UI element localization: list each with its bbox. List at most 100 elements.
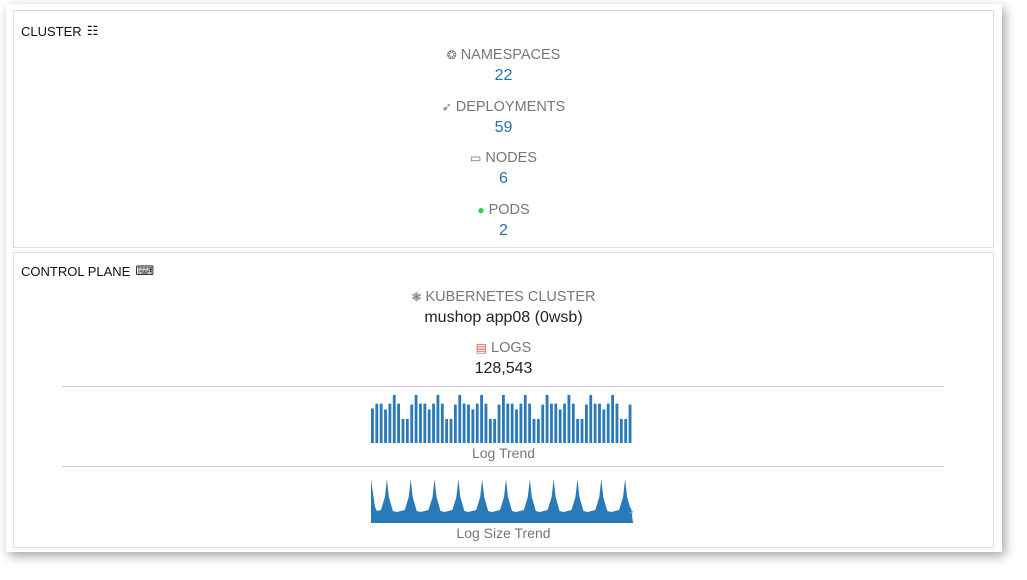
log-trend-bar — [624, 419, 628, 443]
deployments-value[interactable]: 59 — [494, 119, 513, 136]
log-trend-bar — [414, 395, 418, 443]
log-trend-bar — [545, 395, 549, 443]
dashboard-frame: CLUSTER ☷ ❂ NAMESPACES 22 ➶ DEPLOYMENTS 59 … — [6, 4, 1002, 552]
log-trend-bar — [445, 419, 449, 443]
logs-stat: ▤ LOGS 128,543 — [14, 340, 993, 378]
cluster-icon: ❃ — [411, 290, 422, 304]
log-trend-bar — [532, 419, 536, 443]
log-trend-bar — [589, 395, 593, 443]
logs-label: LOGS — [491, 340, 532, 356]
log-trend-caption: Log Trend — [471, 445, 536, 461]
log-size-area — [371, 479, 633, 523]
log-trend-bar — [453, 404, 457, 443]
control-plane-title: CONTROL PLANE ⌨ — [21, 263, 154, 279]
log-trend-bar — [471, 409, 475, 443]
log-trend-bar — [571, 403, 575, 443]
log-trend-bar — [449, 419, 453, 443]
kubernetes-cluster-label: KUBERNETES CLUSTER — [425, 289, 596, 305]
log-trend-bar — [528, 403, 532, 443]
nodes-stat: ▭ NODES 6 — [14, 150, 993, 188]
log-trend-bar — [550, 403, 553, 443]
log-trend-bar — [462, 403, 466, 443]
log-trend-bar — [580, 419, 584, 443]
log-trend-bar — [401, 419, 405, 443]
log-trend-bar — [502, 395, 505, 443]
log-trend-bar — [388, 403, 392, 443]
log-trend-bar — [611, 395, 615, 443]
log-trend-bar — [615, 403, 619, 443]
rocket-icon: ➶ — [441, 100, 452, 114]
log-trend-bar — [628, 404, 632, 443]
log-trend-bar — [432, 403, 435, 443]
log-trend-bar — [436, 395, 440, 443]
log-trend-bar — [598, 403, 601, 443]
pods-value[interactable]: 2 — [499, 222, 508, 239]
cog-cluster-icon: ❂ — [446, 48, 457, 62]
log-trend-bar — [488, 419, 492, 443]
namespaces-value[interactable]: 22 — [494, 67, 513, 84]
control-plane-panel: CONTROL PLANE ⌨ ❃ KUBERNETES CLUSTER musho… — [13, 252, 994, 548]
log-size-trend-caption: Log Size Trend — [456, 525, 551, 541]
log-trend-bar — [593, 403, 597, 443]
log-trend-chart[interactable] — [371, 393, 633, 443]
cluster-title-text: CLUSTER — [21, 23, 82, 39]
log-trend-bar — [371, 408, 374, 443]
log-trend-bar — [405, 419, 409, 443]
log-trend-bar — [567, 395, 571, 443]
cluster-title: CLUSTER ☷ — [21, 23, 98, 39]
log-trend-bar — [419, 403, 422, 443]
check-circle-icon: ● — [477, 203, 485, 217]
nodes-value[interactable]: 6 — [499, 170, 508, 187]
cluster-panel: CLUSTER ☷ ❂ NAMESPACES 22 ➶ DEPLOYMENTS 59 … — [13, 10, 994, 248]
logs-icon: ▤ — [475, 341, 488, 355]
log-trend-bar — [541, 404, 545, 443]
log-trend-bar — [493, 419, 497, 443]
log-trend-bar — [397, 403, 401, 443]
log-trend-bar — [484, 403, 488, 443]
log-trend-bar — [375, 403, 379, 443]
log-size-trend-chart[interactable] — [371, 477, 633, 523]
log-trend-bar — [410, 404, 414, 443]
log-trend-bar — [510, 403, 514, 443]
deployments-label: DEPLOYMENTS — [455, 99, 566, 115]
log-trend-bar — [558, 409, 562, 443]
kubernetes-cluster-value[interactable]: mushop app08 (0wsb) — [424, 309, 583, 326]
log-trend-bar — [584, 404, 588, 443]
namespaces-stat: ❂ NAMESPACES 22 — [14, 47, 993, 85]
log-trend-bar — [576, 419, 580, 443]
laptop-icon: ▭ — [470, 151, 482, 165]
log-trend-bar — [427, 409, 431, 443]
log-trend-bar — [480, 395, 484, 443]
log-trend-bar — [536, 419, 540, 443]
kubernetes-cluster-stat: ❃ KUBERNETES CLUSTER mushop app08 (0wsb) — [14, 289, 993, 327]
log-trend-bar — [392, 395, 396, 443]
gamepad-icon: ⌨ — [135, 263, 155, 278]
log-trend-bar — [523, 395, 527, 443]
logs-value[interactable]: 128,543 — [474, 360, 533, 377]
log-trend-bar — [423, 403, 427, 443]
log-trend-bar — [519, 403, 523, 443]
nodes-label: NODES — [485, 150, 537, 166]
log-trend-bar — [379, 403, 383, 443]
namespaces-label: NAMESPACES — [460, 47, 561, 63]
sitemap-icon: ☷ — [86, 23, 99, 38]
log-trend-bar — [497, 404, 501, 443]
pods-stat: ● PODS 2 — [14, 202, 993, 240]
log-trend-bar — [440, 403, 444, 443]
pods-label: PODS — [488, 202, 530, 218]
log-trend-bar — [467, 404, 470, 443]
log-trend-bar — [506, 403, 510, 443]
control-plane-title-text: CONTROL PLANE — [21, 263, 131, 279]
log-trend-bar — [554, 403, 558, 443]
log-trend-bar — [384, 409, 387, 443]
log-trend-bar — [602, 409, 606, 443]
divider — [62, 466, 944, 467]
deployments-stat: ➶ DEPLOYMENTS 59 — [14, 99, 993, 137]
log-trend-bar — [458, 395, 462, 443]
log-trend-bar — [619, 419, 623, 443]
log-trend-bar — [606, 403, 610, 443]
log-trend-bar — [515, 409, 518, 443]
log-trend-bar — [563, 403, 566, 443]
log-trend-bar — [475, 403, 479, 443]
divider — [62, 386, 944, 387]
